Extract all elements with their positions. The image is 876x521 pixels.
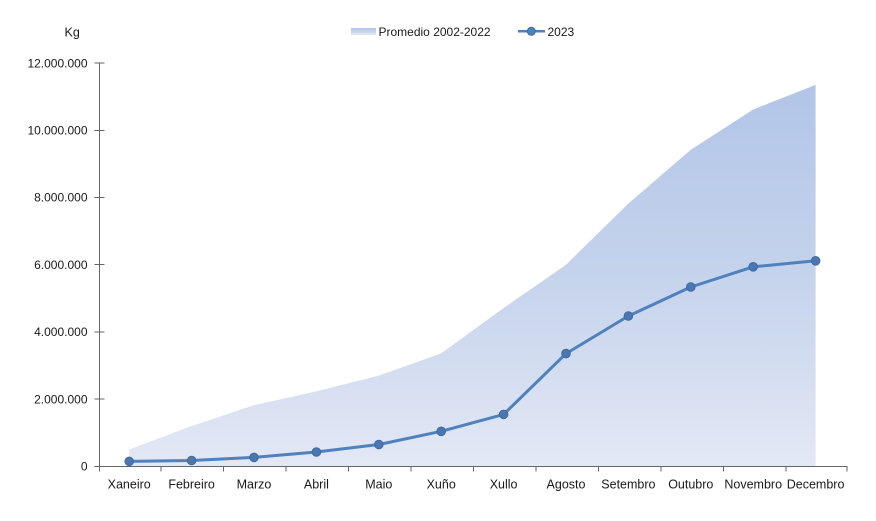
- svg-text:Xuño: Xuño: [427, 478, 456, 492]
- svg-text:6.000.000: 6.000.000: [34, 258, 88, 272]
- svg-text:8.000.000: 8.000.000: [34, 191, 88, 205]
- svg-text:Setembro: Setembro: [601, 478, 655, 492]
- svg-text:10.000.000: 10.000.000: [27, 124, 87, 138]
- svg-text:Decembro: Decembro: [787, 478, 845, 492]
- svg-text:2.000.000: 2.000.000: [34, 392, 88, 406]
- svg-text:Xullo: Xullo: [490, 478, 518, 492]
- svg-text:Febreiro: Febreiro: [168, 478, 215, 492]
- svg-text:12.000.000: 12.000.000: [27, 56, 87, 70]
- svg-text:Agosto: Agosto: [547, 478, 586, 492]
- svg-text:Xaneiro: Xaneiro: [108, 478, 151, 492]
- svg-text:2023: 2023: [548, 25, 575, 39]
- svg-text:Marzo: Marzo: [237, 478, 272, 492]
- svg-text:4.000.000: 4.000.000: [34, 325, 88, 339]
- svg-text:Novembro: Novembro: [724, 478, 782, 492]
- svg-text:Outubro: Outubro: [668, 478, 713, 492]
- svg-text:Maio: Maio: [365, 478, 392, 492]
- svg-text:0: 0: [81, 460, 88, 474]
- svg-text:Abril: Abril: [304, 478, 329, 492]
- svg-text:Promedio 2002-2022: Promedio 2002-2022: [379, 25, 491, 39]
- svg-text:Kg: Kg: [65, 26, 80, 40]
